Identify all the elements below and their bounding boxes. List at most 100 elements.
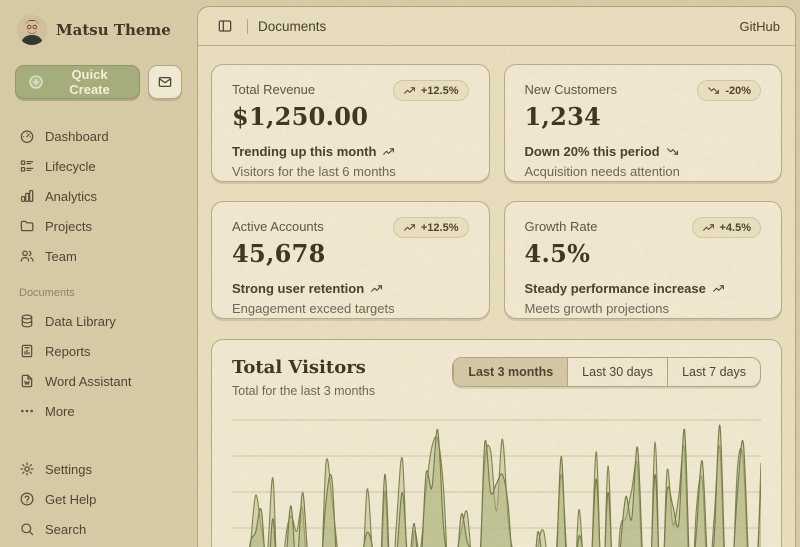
visitors-title: Total Visitors (232, 357, 366, 378)
report-icon (19, 343, 35, 359)
card-total-revenue: Total Revenue +12.5% $1,250.00 Trending … (211, 64, 490, 182)
sidebar-item-settings[interactable]: Settings (15, 454, 182, 484)
app-title: Matsu Theme (56, 21, 171, 39)
metric-label: Total Revenue (232, 82, 316, 97)
trending-up-icon (370, 282, 383, 295)
metric-cards: Total Revenue +12.5% $1,250.00 Trending … (211, 64, 782, 319)
sidebar: Matsu Theme Quick Create Dashboard Lifec… (0, 0, 197, 547)
trend-badge: -20% (697, 80, 761, 101)
sidebar-item-dashboard[interactable]: Dashboard (15, 121, 182, 151)
metric-footer-primary: Down 20% this period (524, 144, 660, 159)
dashboard-icon (19, 128, 35, 144)
avatar (17, 15, 47, 45)
metric-footer-secondary: Visitors for the last 6 months (232, 164, 396, 179)
trend-badge: +12.5% (392, 217, 469, 238)
visitors-subtitle: Total for the last 3 months (232, 384, 376, 398)
sidebar-item-more[interactable]: More (15, 396, 182, 426)
brand[interactable]: Matsu Theme (17, 15, 182, 45)
sidebar-item-projects[interactable]: Projects (15, 211, 182, 241)
range-toggle-item[interactable]: Last 30 days (567, 358, 667, 386)
trend-badge: +4.5% (691, 217, 761, 238)
trending-up-icon (702, 221, 715, 234)
quick-create-label: Quick Create (69, 67, 110, 97)
trend-badge-value: +12.5% (420, 221, 459, 234)
trending-down-icon (707, 84, 720, 97)
sidebar-item-label: Dashboard (45, 128, 109, 144)
dots-icon (19, 403, 35, 419)
metric-label: Active Accounts (232, 219, 324, 234)
sidebar-item-label: Search (45, 521, 87, 537)
page-title: Documents (258, 18, 327, 34)
mail-icon (157, 74, 173, 90)
sidebar-item-data-library[interactable]: Data Library (15, 306, 182, 336)
search-icon (19, 521, 35, 537)
metric-footer-secondary: Acquisition needs attention (524, 164, 680, 179)
sidebar-item-label: More (45, 403, 75, 419)
trending-down-icon (666, 145, 679, 158)
card-growth-rate: Growth Rate +4.5% 4.5% Steady performanc… (503, 201, 782, 319)
sidebar-item-label: Data Library (45, 313, 116, 329)
trend-badge-value: -20% (725, 84, 751, 97)
plus-circle-icon (28, 74, 44, 90)
card-new-customers: New Customers -20% 1,234 Down 20% this p… (503, 64, 782, 182)
gear-icon (19, 461, 35, 477)
folder-icon (19, 218, 35, 234)
metric-footer-secondary: Engagement exceed targets (232, 301, 395, 316)
sidebar-item-search[interactable]: Search (15, 514, 182, 544)
github-link[interactable]: GitHub (739, 18, 780, 34)
metric-value: 4.5% (524, 239, 591, 268)
bar-chart-icon (19, 188, 35, 204)
sidebar-item-label: Word Assistant (45, 373, 132, 389)
sidebar-nav-documents: Data Library Reports Word Assistant More (15, 306, 182, 426)
metric-label: New Customers (524, 82, 617, 97)
trending-up-icon (712, 282, 725, 295)
sidebar-item-label: Team (45, 248, 77, 264)
file-word-icon (19, 373, 35, 389)
range-toggle-item[interactable]: Last 3 months (453, 358, 568, 386)
sidebar-item-analytics[interactable]: Analytics (15, 181, 182, 211)
sidebar-item-label: Projects (45, 218, 92, 234)
metric-value: $1,250.00 (232, 102, 369, 131)
sidebar-item-label: Reports (45, 343, 91, 359)
panel-left-icon (217, 18, 233, 34)
sidebar-nav-main: Dashboard Lifecycle Analytics Projects T… (15, 121, 182, 271)
list-details-icon (19, 158, 35, 174)
sidebar-item-get-help[interactable]: Get Help (15, 484, 182, 514)
metric-footer-primary: Trending up this month (232, 144, 377, 159)
quick-create-button[interactable]: Quick Create (15, 65, 140, 99)
visitors-area-chart[interactable] (232, 412, 761, 547)
help-circle-icon (19, 491, 35, 507)
sidebar-item-label: Analytics (45, 188, 98, 204)
sidebar-item-label: Settings (45, 461, 92, 477)
sidebar-item-team[interactable]: Team (15, 241, 182, 271)
trending-up-icon (403, 221, 416, 234)
sidebar-item-word-assistant[interactable]: Word Assistant (15, 366, 182, 396)
metric-label: Growth Rate (524, 219, 598, 234)
trending-up-icon (382, 145, 395, 158)
visitors-card: Total Visitors Total for the last 3 mont… (211, 339, 782, 547)
metric-footer-secondary: Meets growth projections (524, 301, 670, 316)
trending-up-icon (403, 84, 416, 97)
metric-value: 45,678 (232, 239, 326, 268)
range-toggle-item[interactable]: Last 7 days (667, 358, 760, 386)
trend-badge: +12.5% (392, 80, 469, 101)
metric-footer-primary: Steady performance increase (524, 281, 706, 296)
inbox-button[interactable] (148, 65, 182, 99)
sidebar-item-reports[interactable]: Reports (15, 336, 182, 366)
range-toggle-group: Last 3 months Last 30 days Last 7 days (452, 357, 761, 387)
metric-value: 1,234 (524, 102, 602, 131)
main-panel: Documents GitHub Total Revenue +12.5% $1… (197, 6, 796, 547)
range-toggle-label: Last 3 months (468, 365, 554, 379)
sidebar-toggle-button[interactable] (213, 14, 237, 38)
trend-badge-value: +4.5% (719, 221, 752, 234)
range-toggle-label: Last 7 days (682, 365, 746, 379)
database-icon (19, 313, 35, 329)
trend-badge-value: +12.5% (420, 84, 459, 97)
users-icon (19, 248, 35, 264)
sidebar-item-label: Lifecycle (45, 158, 96, 174)
card-active-accounts: Active Accounts +12.5% 45,678 Strong use… (211, 201, 490, 319)
topbar-divider (247, 18, 248, 34)
sidebar-item-lifecycle[interactable]: Lifecycle (15, 151, 182, 181)
range-toggle-label: Last 30 days (582, 365, 654, 379)
content: Total Revenue +12.5% $1,250.00 Trending … (198, 46, 795, 547)
